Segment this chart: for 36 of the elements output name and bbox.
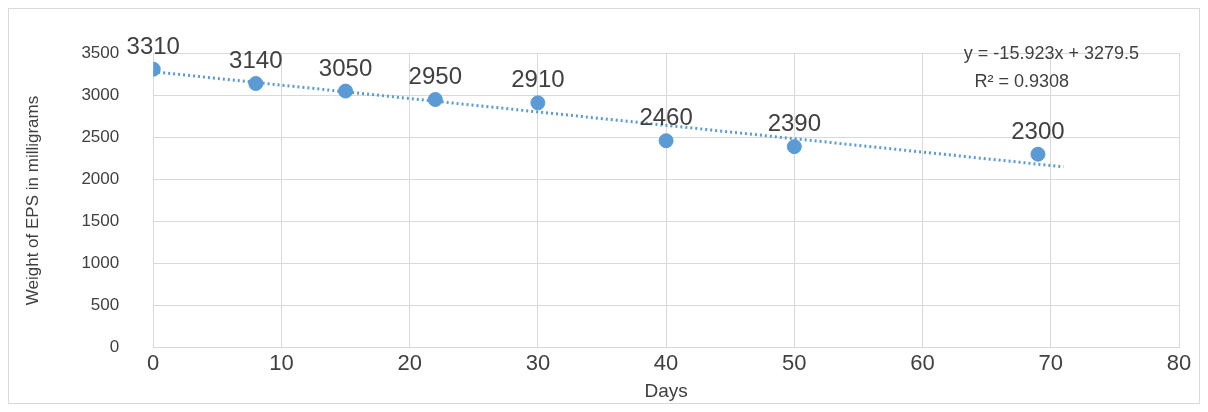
x-tick-label: 60	[910, 350, 935, 376]
y-tick-label: 500	[90, 295, 120, 315]
data-label: 2460	[639, 103, 693, 131]
data-label: 2300	[1011, 116, 1065, 144]
y-tick-label: 1000	[81, 253, 120, 273]
x-tick-label: 20	[397, 350, 422, 376]
annotation: y = -15.923x + 3279.5	[963, 43, 1139, 64]
data-label: 2910	[511, 65, 565, 93]
y-tick-label: 3500	[81, 42, 120, 62]
data-label: 3050	[318, 53, 373, 81]
y-axis-title: Weight of EPS in milligrams	[22, 95, 42, 306]
y-tick-label: 1500	[81, 211, 120, 231]
x-tick-label: 40	[653, 350, 679, 376]
x-tick-label: 30	[525, 350, 551, 376]
point	[530, 95, 546, 111]
point	[786, 139, 802, 155]
x-tick-label: 50	[782, 350, 807, 376]
y-tick-label: 0	[109, 337, 120, 357]
x-tick-label: 10	[269, 350, 294, 376]
data-label: 3310	[126, 31, 180, 59]
data-label: 2390	[767, 109, 822, 137]
data-label: 3140	[229, 46, 283, 74]
annotation: R² = 0.9308	[974, 71, 1069, 92]
point	[427, 91, 443, 107]
y-tick-label: 3000	[81, 84, 120, 104]
x-tick-label: 70	[1038, 350, 1064, 376]
data-label: 2950	[408, 62, 462, 90]
x-tick-label: 80	[1166, 350, 1192, 376]
point	[1030, 146, 1046, 162]
y-tick-label: 2500	[81, 127, 120, 147]
x-axis-title: Days	[644, 379, 688, 401]
y-tick-label: 2000	[81, 169, 120, 189]
point	[658, 133, 674, 149]
point	[248, 76, 264, 91]
x-tick-label: 0	[147, 350, 160, 376]
point	[338, 83, 354, 99]
